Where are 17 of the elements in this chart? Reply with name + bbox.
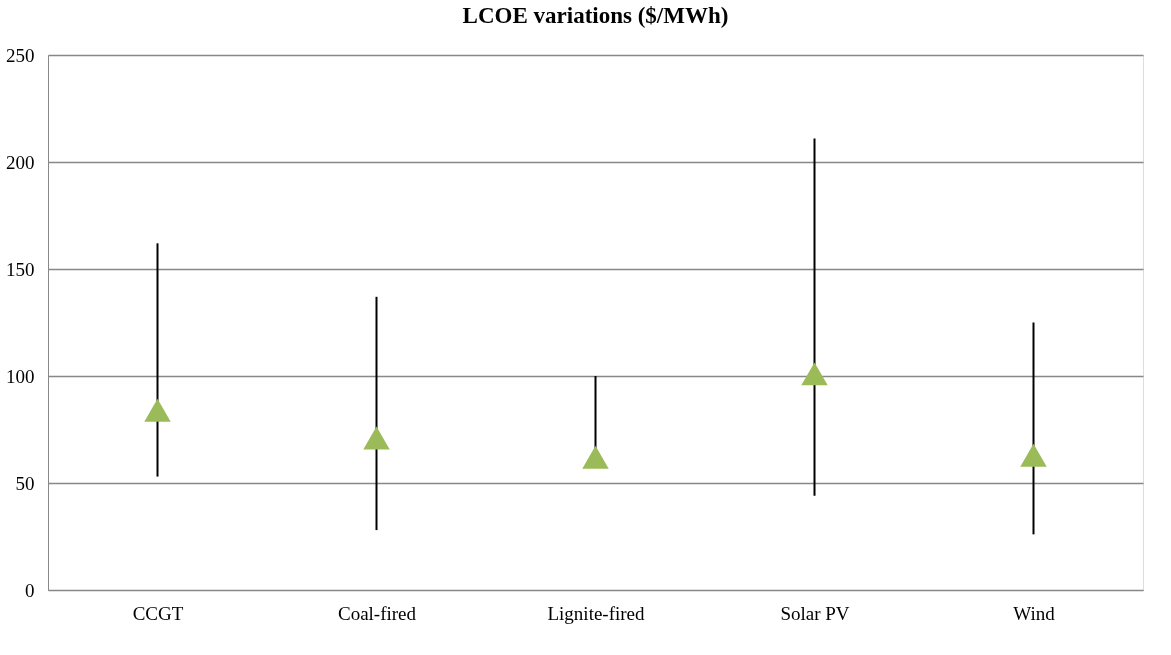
y-tick-label: 150 — [6, 258, 35, 280]
y-tick-label: 250 — [6, 44, 35, 66]
point — [144, 398, 171, 422]
y-tick-label: 200 — [6, 151, 35, 173]
x-tick-label: Coal-fired — [337, 602, 417, 624]
point — [582, 445, 609, 469]
point — [801, 362, 828, 386]
y-tick-label: 50 — [15, 472, 35, 494]
x-tick-label: Wind — [1013, 602, 1056, 624]
point — [1020, 443, 1047, 467]
x-tick-label: Solar PV — [780, 602, 850, 624]
chart-title: LCOE variations ($/MWh) — [462, 3, 729, 28]
y-tick-label: 100 — [6, 365, 35, 387]
y-tick-label: 0 — [25, 579, 35, 601]
point — [363, 426, 390, 450]
x-tick-label: Lignite-fired — [547, 602, 646, 624]
x-tick-label: CCGT — [132, 602, 184, 624]
